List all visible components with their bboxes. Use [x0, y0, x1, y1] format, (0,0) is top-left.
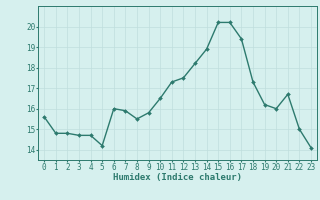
- X-axis label: Humidex (Indice chaleur): Humidex (Indice chaleur): [113, 173, 242, 182]
